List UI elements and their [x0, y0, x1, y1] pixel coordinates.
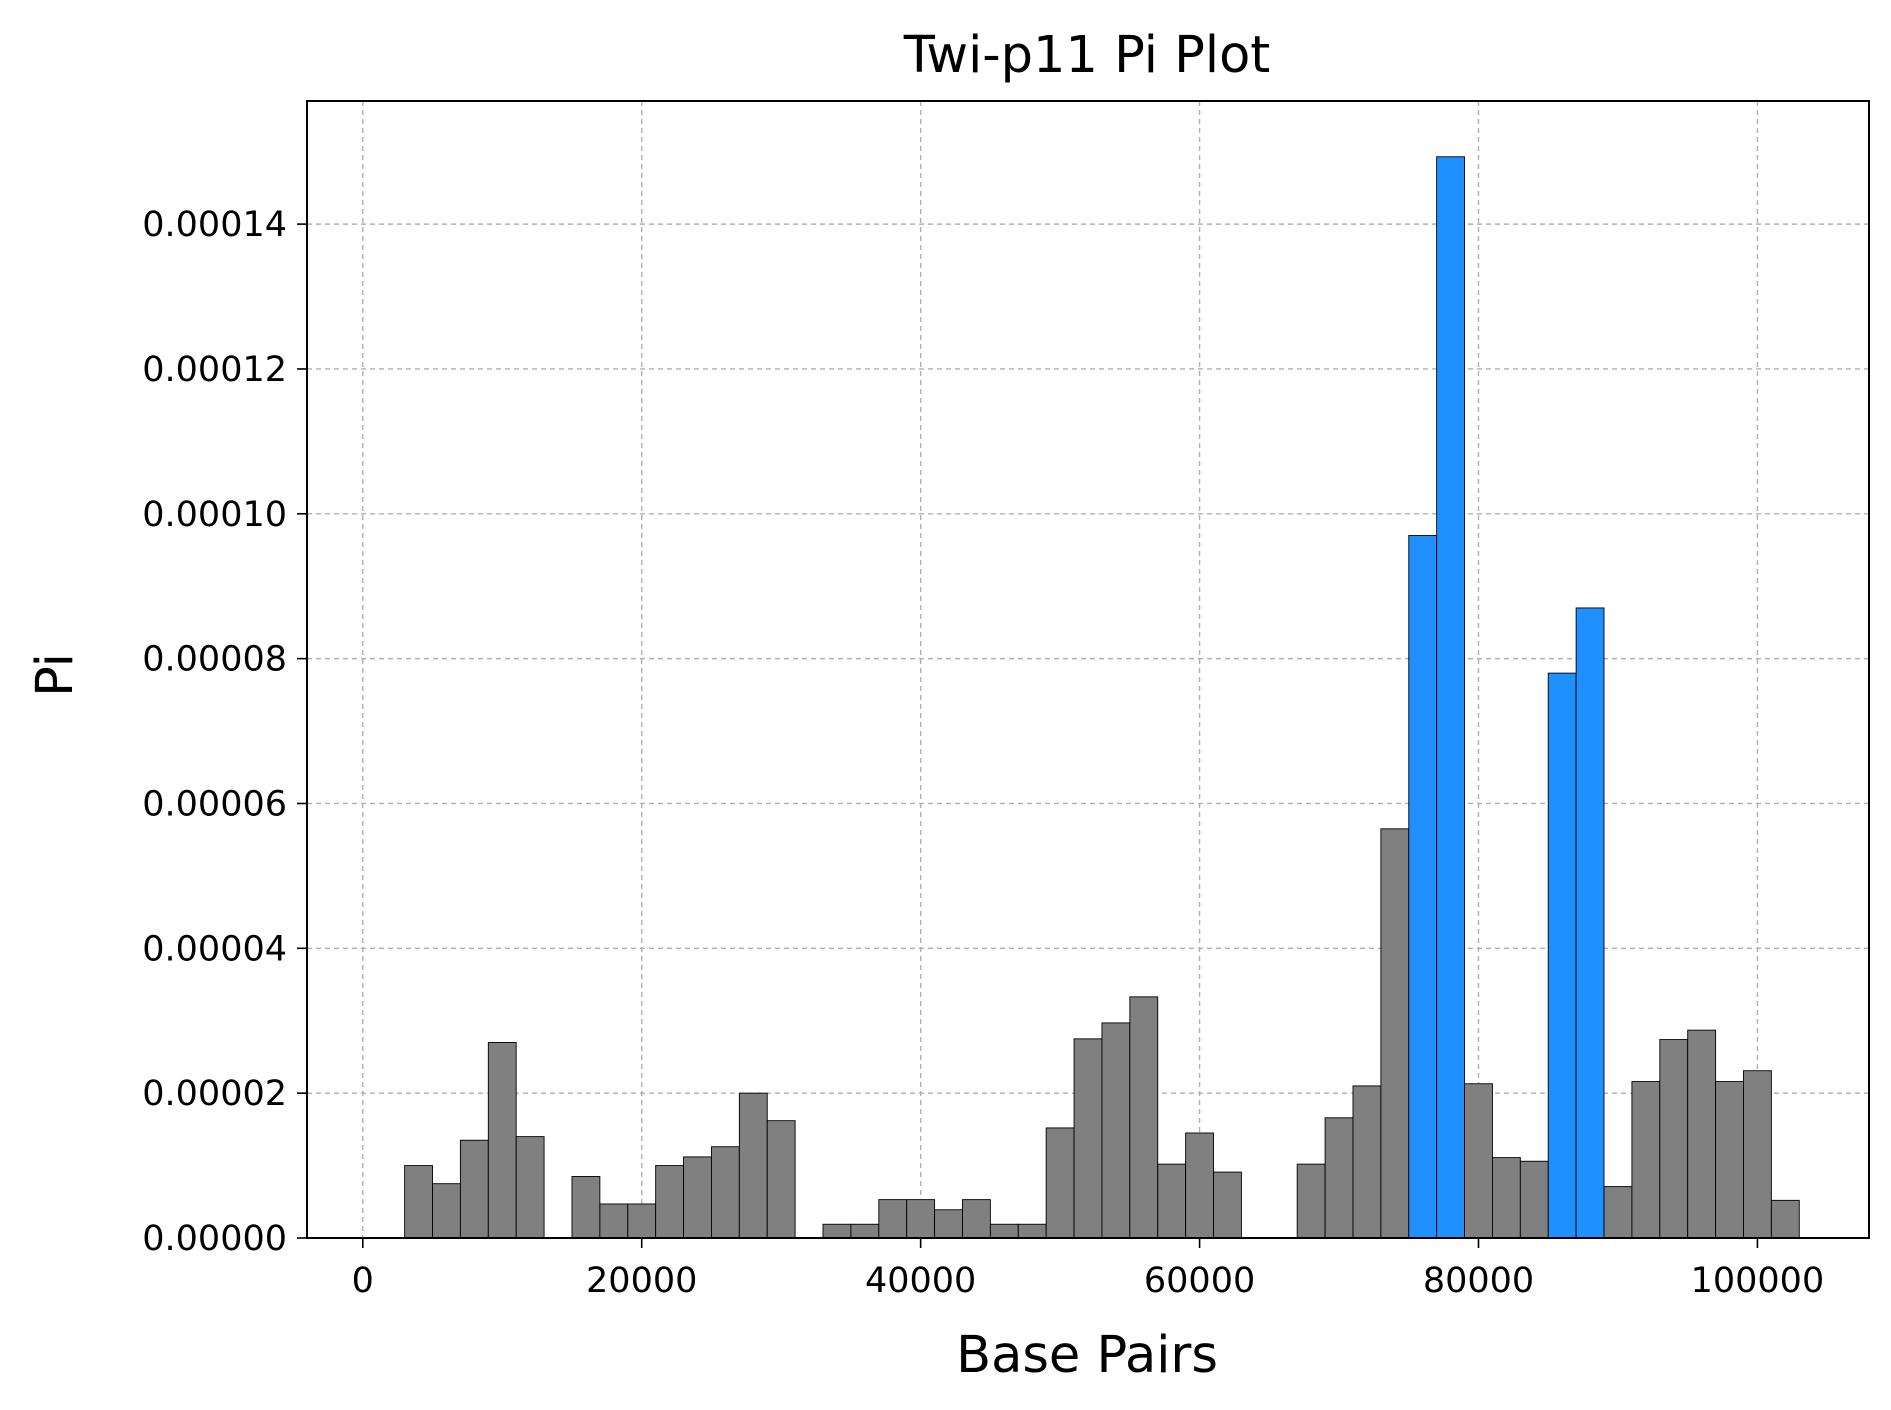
bar [1073, 1038, 1103, 1239]
bar [822, 1223, 852, 1239]
bar-highlighted [1547, 672, 1577, 1239]
x-tick-label: 0 [352, 1261, 374, 1301]
bar [1129, 996, 1159, 1239]
bar [1631, 1081, 1661, 1239]
bar-highlighted [1575, 607, 1605, 1239]
bar [962, 1199, 991, 1239]
bar [989, 1223, 1019, 1239]
y-tick-label: 0.00000 [142, 1219, 287, 1259]
bar [1324, 1117, 1354, 1239]
bar [1352, 1085, 1382, 1239]
y-tick-label: 0.00014 [142, 205, 287, 245]
x-axis-ticks: 0 20000 40000 60000 80000 100000 [352, 1238, 1825, 1301]
y-tick-label: 0.00010 [142, 495, 287, 535]
bar [1770, 1199, 1800, 1239]
bar [1603, 1186, 1633, 1239]
bar [1101, 1022, 1131, 1239]
bar [1743, 1070, 1772, 1239]
bar [1715, 1081, 1744, 1239]
bar [850, 1223, 880, 1239]
bar [487, 1042, 517, 1239]
x-tick-label: 80000 [1423, 1261, 1534, 1301]
bar [1017, 1223, 1047, 1239]
bar [1491, 1157, 1521, 1239]
bar [459, 1139, 489, 1239]
bar [404, 1165, 433, 1239]
bar [683, 1156, 712, 1239]
bar [934, 1209, 963, 1239]
bar [1519, 1160, 1549, 1239]
y-tick-label: 0.00006 [142, 784, 287, 824]
bar [515, 1136, 545, 1239]
bar [878, 1199, 908, 1239]
bar [1380, 828, 1410, 1239]
plot-frame [306, 100, 1870, 1239]
y-tick-label: 0.00012 [142, 350, 287, 390]
x-tick-label: 100000 [1691, 1261, 1825, 1301]
bar [627, 1203, 657, 1239]
bar [738, 1092, 768, 1239]
bar [1659, 1039, 1689, 1239]
y-tick-label: 0.00002 [142, 1074, 287, 1114]
bar [1045, 1127, 1075, 1239]
x-axis-label: Base Pairs [956, 1326, 1218, 1385]
x-tick-label: 60000 [1144, 1261, 1255, 1301]
bar [766, 1120, 796, 1239]
bar [710, 1146, 740, 1239]
y-axis-label: Pi [26, 653, 85, 697]
y-tick-label: 0.00004 [142, 929, 287, 969]
bar [1296, 1163, 1326, 1239]
bar [599, 1203, 629, 1239]
bars [404, 156, 1800, 1239]
bar [1213, 1171, 1242, 1239]
bar-highlighted [1436, 156, 1466, 1239]
chart-title: Twi-p11 Pi Plot [903, 26, 1271, 85]
x-tick-label: 20000 [586, 1261, 697, 1301]
bar [1464, 1083, 1493, 1239]
bar [1157, 1163, 1187, 1239]
bar [571, 1175, 601, 1239]
bar [655, 1165, 685, 1239]
bar [906, 1199, 936, 1239]
bar [1185, 1132, 1214, 1239]
bar [432, 1183, 461, 1239]
y-axis-ticks: 0.00000 0.00002 0.00004 0.00006 0.00008 0.000… [142, 205, 307, 1259]
bar [1687, 1029, 1717, 1239]
bar-highlighted [1408, 535, 1438, 1239]
x-tick-label: 40000 [865, 1261, 976, 1301]
y-tick-label: 0.00008 [142, 640, 287, 680]
grid [307, 101, 1869, 1239]
